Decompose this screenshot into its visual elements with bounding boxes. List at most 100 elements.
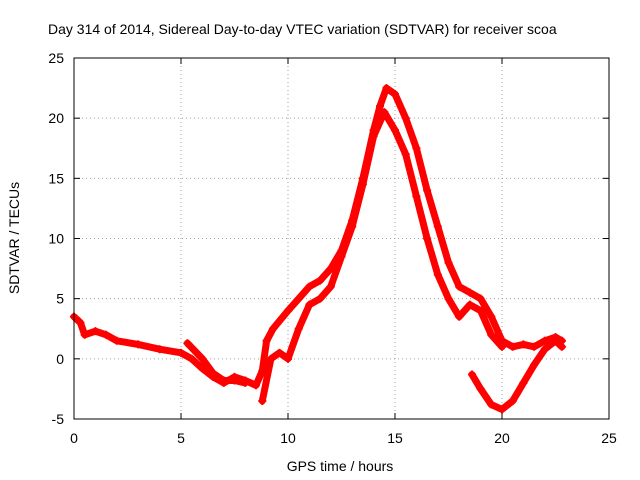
data-point-marker (498, 405, 506, 414)
series-markers (468, 336, 566, 414)
data-point-marker (487, 330, 496, 339)
data-point-marker (433, 270, 442, 279)
data-point-marker (269, 324, 278, 333)
x-tick-label: 20 (494, 430, 510, 446)
series-line (258, 108, 506, 405)
x-tick-label: 25 (601, 430, 617, 446)
data-point-marker (251, 381, 260, 390)
data-point-marker (337, 252, 346, 261)
data-point-marker (102, 330, 111, 339)
y-tick-label: 20 (48, 110, 64, 126)
data-point-marker (134, 340, 143, 349)
data-point-marker (530, 342, 539, 351)
data-point-marker (433, 222, 442, 231)
data-point-marker (219, 376, 228, 385)
data-point-marker (519, 378, 528, 387)
y-tick-label: 5 (56, 291, 64, 307)
data-point-marker (465, 300, 474, 309)
data-point-marker (476, 294, 485, 303)
x-tick-label: 0 (70, 430, 78, 446)
data-point-marker (401, 114, 410, 123)
data-point-marker (444, 294, 453, 303)
data-point-marker (530, 360, 539, 369)
data-point-marker (326, 282, 335, 291)
data-point-marker (444, 258, 453, 267)
y-tick-label: 15 (48, 170, 64, 186)
data-point-marker (476, 384, 485, 393)
data-point-marker (487, 312, 496, 321)
series-line (70, 84, 566, 389)
y-axis-label: SDTVAR / TECUs (6, 182, 22, 294)
grid (74, 58, 609, 419)
data-point-marker (391, 90, 399, 99)
data-point-marker (519, 340, 528, 349)
x-tick-label: 10 (280, 430, 296, 446)
data-point-marker (455, 282, 464, 291)
data-point-marker (183, 339, 192, 348)
data-point-marker (412, 144, 421, 153)
data-point-marker (316, 276, 325, 285)
data-point-marker (423, 186, 432, 195)
data-point-marker (358, 180, 367, 189)
axes: 0 5 10 15 20 25 -5 0 5 10 15 20 25 (48, 50, 617, 446)
series-markers (258, 108, 506, 405)
data-point-marker (209, 369, 218, 378)
data-point-marker (423, 234, 432, 243)
data-point-marker (326, 264, 335, 273)
data-point-marker (198, 354, 207, 363)
data-point-marker (465, 288, 474, 297)
data-point-marker (80, 330, 89, 339)
data-point-marker (369, 132, 378, 141)
data-point-marker (275, 348, 284, 357)
data-point-marker (468, 370, 477, 379)
data-point-marker (198, 364, 207, 373)
data-point-marker (305, 282, 314, 291)
data-point-marker (305, 300, 314, 309)
data-point-marker (266, 354, 275, 363)
data-point-marker (112, 336, 121, 345)
series-line (468, 337, 566, 413)
plot-area (70, 84, 566, 414)
data-point-marker (230, 376, 239, 385)
series-markers (183, 339, 250, 387)
data-point-marker (540, 345, 549, 354)
chart-title: Day 314 of 2014, Sidereal Day-to-day VTE… (48, 21, 557, 37)
x-axis-label: GPS time / hours (287, 458, 394, 474)
data-point-marker (540, 336, 549, 345)
data-point-marker (155, 345, 164, 354)
data-point-marker (284, 306, 292, 315)
data-point-marker (258, 396, 267, 405)
data-point-marker (380, 108, 389, 117)
data-point-marker (498, 342, 506, 351)
data-point-marker (455, 312, 464, 321)
data-point-marker (316, 294, 325, 303)
data-point-marker (91, 327, 100, 336)
data-point-marker (412, 192, 421, 201)
data-point-marker (551, 336, 560, 345)
data-point-marker (294, 324, 303, 333)
data-point-marker (508, 342, 517, 351)
data-point-marker (401, 150, 410, 159)
data-point-marker (294, 294, 303, 303)
data-point-marker (391, 126, 399, 135)
x-tick-label: 15 (387, 430, 403, 446)
y-tick-label: -5 (52, 411, 65, 427)
data-point-marker (508, 396, 517, 405)
x-tick-label: 5 (177, 430, 185, 446)
y-tick-label: 0 (56, 351, 64, 367)
data-point-marker (476, 306, 485, 315)
data-point-marker (348, 222, 357, 231)
data-point-marker (241, 378, 250, 387)
data-point-marker (376, 102, 385, 111)
data-point-marker (187, 354, 196, 363)
data-point-marker (177, 348, 185, 357)
y-tick-label: 10 (48, 231, 64, 247)
data-point-marker (262, 336, 271, 345)
data-point-marker (76, 318, 85, 327)
data-point-marker (284, 354, 292, 363)
data-point-marker (487, 400, 496, 409)
y-tick-label: 25 (48, 50, 64, 66)
data-point-marker (557, 342, 566, 351)
data-point-marker (382, 84, 391, 93)
